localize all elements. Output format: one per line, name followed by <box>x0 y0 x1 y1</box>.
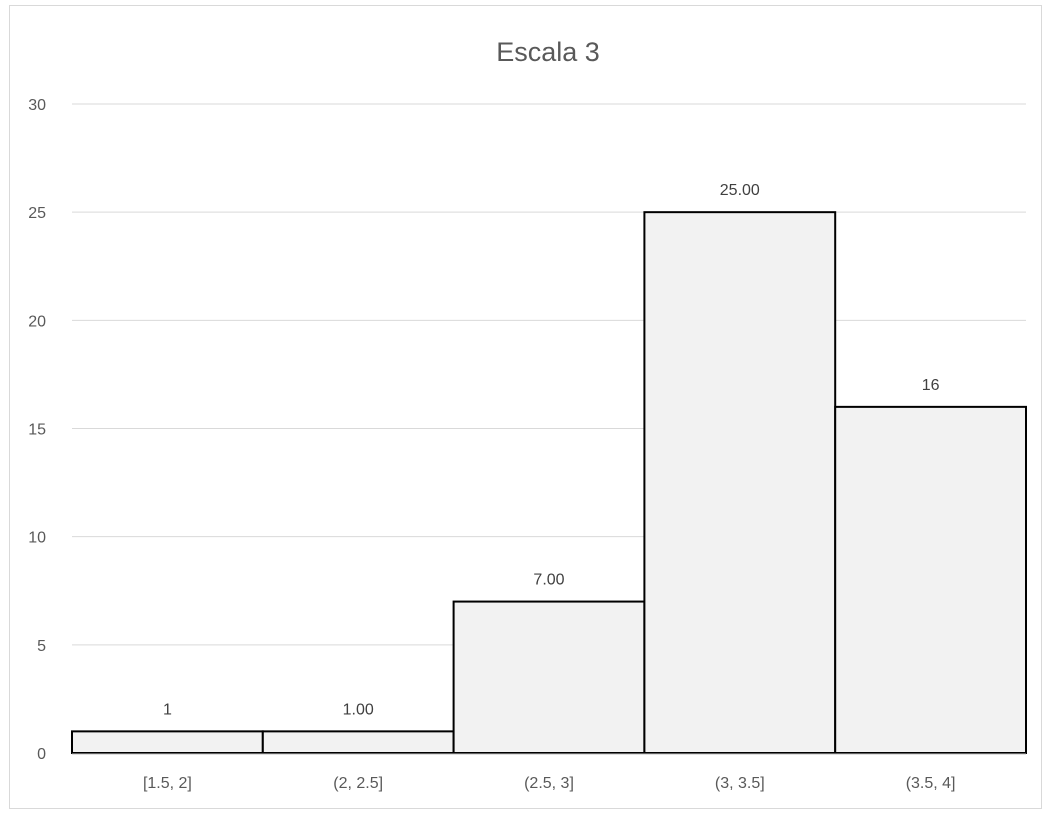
bar <box>71 730 264 754</box>
x-tick-label: (3, 3.5] <box>715 775 765 792</box>
data-label: 16 <box>922 377 940 394</box>
x-tick-label: (2.5, 3] <box>524 775 574 792</box>
chart-title: Escala 3 <box>496 37 600 67</box>
y-axis-ticks: 0 5 10 15 20 25 30 <box>28 97 46 763</box>
y-tick-label: 20 <box>28 313 46 330</box>
y-tick-label: 5 <box>37 638 46 655</box>
bar <box>261 730 455 754</box>
y-tick-label: 15 <box>28 422 46 439</box>
data-label: 7.00 <box>533 572 564 589</box>
data-label: 1.00 <box>343 701 374 718</box>
bar <box>834 405 1028 754</box>
x-tick-label: [1.5, 2] <box>143 775 192 792</box>
x-tick-label: (3.5, 4] <box>906 775 956 792</box>
bar <box>643 211 837 754</box>
y-tick-label: 30 <box>28 97 46 114</box>
bars <box>71 211 1028 754</box>
x-axis-ticks: [1.5, 2] (2, 2.5] (2.5, 3] (3, 3.5] (3.5, 4] <box>143 775 956 792</box>
data-label: 25.00 <box>720 182 760 199</box>
x-tick-label: (2, 2.5] <box>333 775 383 792</box>
y-tick-label: 25 <box>28 205 46 222</box>
y-tick-label: 0 <box>37 746 46 763</box>
bar <box>452 600 646 754</box>
data-label: 1 <box>163 701 172 718</box>
y-tick-label: 10 <box>28 530 46 547</box>
data-labels: 1 1.00 7.00 25.00 16 <box>163 182 940 718</box>
